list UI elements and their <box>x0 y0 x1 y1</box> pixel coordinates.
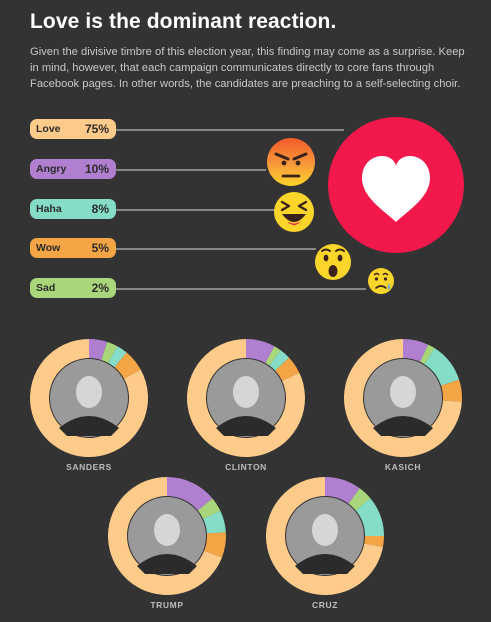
reaction-label: Angry <box>36 163 67 175</box>
reaction-percent: 5% <box>91 241 109 255</box>
connector-line-sad <box>116 288 366 290</box>
donut-slice-sanders-love <box>29 339 148 457</box>
reaction-label: Love <box>36 123 61 135</box>
surprised-face-icon <box>315 244 351 280</box>
candidate-photo-kasich <box>364 359 442 437</box>
donut-slice-trump-love <box>108 477 222 595</box>
reaction-pill-wow: Wow 5% <box>30 238 116 258</box>
connector-line-angry <box>116 169 266 171</box>
donut-slice-sanders-angry <box>89 339 108 360</box>
reaction-label: Haha <box>36 203 62 215</box>
donut-slice-kasich-haha <box>424 348 460 386</box>
page-title: Love is the dominant reaction. <box>30 10 337 33</box>
donut-slice-sanders-sad <box>101 341 118 363</box>
donut-slice-kasich-love <box>344 339 462 457</box>
donut-slice-kasich-angry <box>403 339 429 362</box>
donut-slice-clinton-wow <box>275 357 300 381</box>
reaction-percent: 10% <box>84 162 109 176</box>
connector-line-haha <box>116 209 276 211</box>
candidate-photo-clinton <box>207 359 285 437</box>
heart-icon <box>328 117 464 253</box>
reaction-label: Wow <box>36 242 61 254</box>
candidate-label-sanders: SANDERS <box>66 462 112 472</box>
donut-slice-clinton-haha <box>269 350 290 371</box>
donut-slice-cruz-haha <box>355 498 384 536</box>
donut-slice-trump-haha <box>203 510 226 534</box>
donut-slice-sanders-haha <box>108 346 127 368</box>
candidate-label-kasich: KASICH <box>385 462 421 472</box>
reaction-pill-love: Love 75% <box>30 119 116 139</box>
connector-line-love <box>116 129 344 131</box>
candidate-label-trump: TRUMP <box>150 600 183 610</box>
donut-slice-cruz-wow <box>364 536 384 548</box>
donut-slice-cruz-angry <box>325 477 360 504</box>
donut-slice-sanders-wow <box>114 352 141 379</box>
candidate-photo-trump <box>128 497 206 575</box>
candidate-photo-cruz <box>286 497 364 575</box>
donut-slice-clinton-love <box>186 339 305 457</box>
donut-slice-clinton-sad <box>265 346 281 366</box>
reaction-percent: 8% <box>91 202 109 216</box>
donut-slice-trump-wow <box>204 532 226 558</box>
reaction-label: Sad <box>36 282 56 294</box>
donut-slice-kasich-sad <box>420 344 435 365</box>
donut-slice-cruz-sad <box>348 488 371 511</box>
connector-line-wow <box>116 248 316 250</box>
reaction-percent: 75% <box>84 122 109 136</box>
laughing-face-icon <box>274 192 314 232</box>
angry-face-icon <box>267 138 315 186</box>
intro-paragraph: Given the divisive timbre of this electi… <box>30 46 465 90</box>
sad-face-icon <box>368 268 394 294</box>
reaction-percent: 2% <box>91 281 109 295</box>
reaction-pill-haha: Haha 8% <box>30 199 116 219</box>
donut-slice-trump-sad <box>197 498 221 519</box>
reaction-pill-angry: Angry 10% <box>30 159 116 179</box>
donut-slice-clinton-angry <box>246 339 275 363</box>
reaction-pill-sad: Sad 2% <box>30 278 116 298</box>
donut-slice-kasich-wow <box>441 379 462 402</box>
candidate-label-cruz: CRUZ <box>312 600 338 610</box>
candidate-label-clinton: CLINTON <box>225 462 267 472</box>
donut-slice-trump-angry <box>167 477 213 511</box>
candidate-photo-sanders <box>50 359 128 437</box>
